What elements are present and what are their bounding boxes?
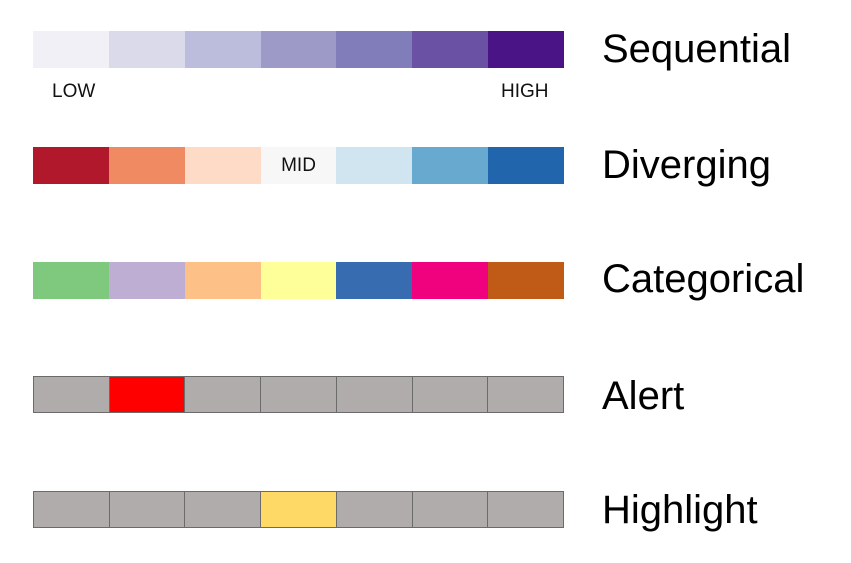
swatch-alert-2 [108, 377, 185, 412]
swatch-alert-1 [34, 377, 109, 412]
swatch-categorical-2 [108, 262, 185, 299]
swatch-categorical-6 [412, 262, 489, 299]
swatch-diverging-2 [108, 147, 185, 184]
swatch-diverging-5 [336, 147, 413, 184]
palette-name-highlight: Highlight [602, 488, 758, 532]
palette-bar-alert [33, 376, 564, 413]
swatch-sequential-7 [488, 31, 565, 68]
low-label: LOW [52, 81, 96, 102]
swatch-highlight-7 [487, 492, 564, 527]
palette-bar-categorical [33, 262, 565, 299]
swatch-highlight-1 [34, 492, 109, 527]
swatch-alert-5 [335, 377, 412, 412]
swatch-alert-3 [184, 377, 261, 412]
swatch-categorical-1 [33, 262, 109, 299]
palette-name-alert: Alert [602, 374, 685, 418]
swatch-diverging-1 [33, 147, 109, 184]
swatch-alert-6 [411, 377, 488, 412]
palette-bar-diverging: MID [33, 147, 565, 184]
swatch-sequential-6 [412, 31, 489, 68]
palette-name-sequential: Sequential [602, 27, 792, 71]
swatch-categorical-5 [336, 262, 413, 299]
swatch-alert-4 [260, 377, 336, 412]
palette-name-categorical: Categorical [602, 257, 805, 301]
mid-label: MID [281, 155, 316, 176]
swatch-highlight-2 [108, 492, 185, 527]
swatch-categorical-4 [260, 262, 337, 299]
swatch-highlight-5 [335, 492, 412, 527]
swatch-diverging-7 [488, 147, 565, 184]
swatch-sequential-1 [33, 31, 109, 68]
swatch-categorical-3 [184, 262, 261, 299]
swatch-sequential-4 [260, 31, 337, 68]
swatch-diverging-6 [412, 147, 489, 184]
palette-bar-sequential [33, 31, 565, 68]
swatch-highlight-4 [260, 492, 336, 527]
high-label: HIGH [501, 81, 549, 102]
swatch-sequential-3 [184, 31, 261, 68]
swatch-alert-7 [487, 377, 564, 412]
swatch-categorical-7 [488, 262, 565, 299]
swatch-diverging-3 [184, 147, 261, 184]
swatch-highlight-6 [411, 492, 488, 527]
swatch-highlight-3 [184, 492, 261, 527]
palette-name-diverging: Diverging [602, 143, 771, 187]
swatch-sequential-5 [336, 31, 413, 68]
swatch-diverging-4: MID [260, 147, 337, 184]
swatch-sequential-2 [108, 31, 185, 68]
palette-bar-highlight [33, 491, 564, 528]
